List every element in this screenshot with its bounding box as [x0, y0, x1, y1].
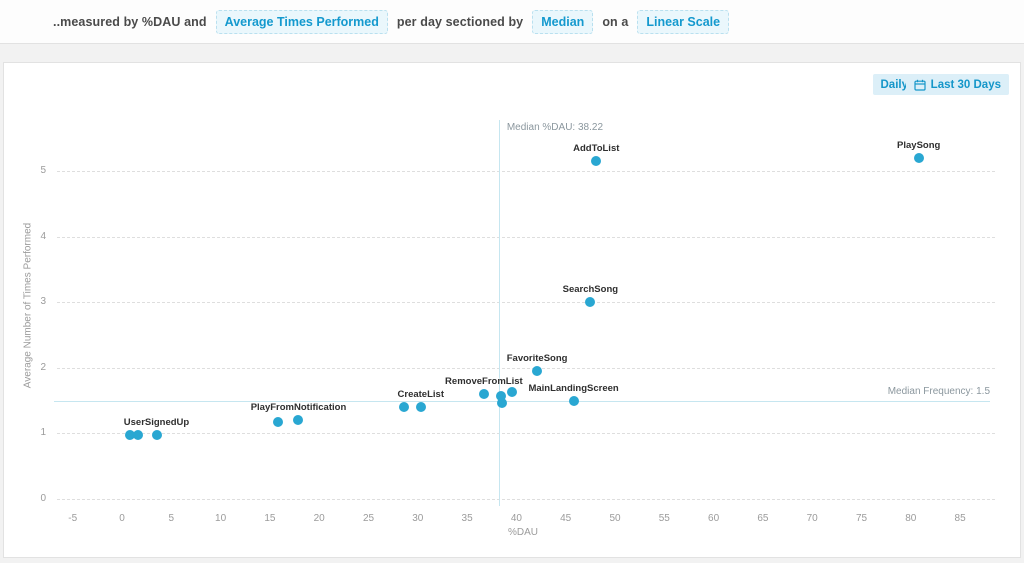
data-point-label-FavoriteSong[interactable]: FavoriteSong [506, 353, 568, 365]
x-tick-label: 60 [708, 513, 720, 524]
x-tick-label: 80 [905, 513, 917, 524]
data-point-CreateList[interactable] [398, 402, 409, 413]
x-tick-label: -5 [68, 513, 78, 524]
y-tick-label: 3 [40, 296, 46, 308]
interval-daily-label: Daily [880, 78, 909, 91]
y-tick-label: 4 [40, 230, 46, 242]
metric-selector-pill[interactable]: Average Times Performed [215, 9, 388, 34]
query-sectioned-text: per day sectioned by [396, 14, 524, 29]
x-tick-label: 40 [510, 513, 522, 524]
date-range-button[interactable]: Last 30 Days [905, 74, 1009, 95]
median-y-line [54, 400, 990, 402]
x-tick-label: 0 [119, 513, 125, 524]
gridline-y-4 [57, 236, 995, 238]
x-tick-label: 15 [264, 513, 276, 524]
median-y-label: Median Frequency: 1.5 [887, 385, 990, 397]
query-on-a-text: on a [602, 14, 629, 29]
data-point-RemoveFromList[interactable] [495, 391, 506, 401]
data-point-PlayFromNotification[interactable] [293, 415, 304, 426]
query-prefix-text: ..measured by %DAU and [53, 14, 207, 29]
data-point-FavoriteSong[interactable] [532, 366, 543, 377]
y-tick-label: 2 [40, 361, 46, 373]
y-axis-title: Average Number of Times Performed [22, 222, 34, 389]
data-point-SearchSong[interactable] [585, 297, 596, 308]
data-point-label-MainLandingScreen[interactable]: MainLandingScreen [528, 382, 619, 394]
x-tick-label: 85 [954, 513, 966, 524]
data-point-PlaySong[interactable] [913, 152, 924, 163]
x-tick-label: 5 [168, 513, 175, 524]
y-tick-label: 0 [40, 493, 46, 504]
x-tick-label: 25 [362, 513, 375, 524]
chart-card [3, 62, 1021, 558]
x-tick-label: 75 [855, 513, 868, 524]
interval-daily-button[interactable]: Daily [872, 74, 916, 95]
data-point-label-UserSignedUp[interactable]: UserSignedUp [123, 416, 190, 428]
data-point-CreateList[interactable] [415, 402, 426, 413]
y-tick-label: 5 [40, 165, 46, 176]
data-point-MainLandingScreen[interactable] [568, 395, 579, 406]
data-point-AddToList[interactable] [591, 156, 602, 167]
data-point-RemoveFromList[interactable] [507, 387, 518, 398]
scale-selector-pill[interactable]: Linear Scale [637, 9, 730, 34]
calendar-icon [914, 79, 926, 91]
x-tick-label: 35 [461, 513, 473, 524]
data-point-UserSignedUp[interactable] [132, 429, 143, 440]
data-point-label-CreateList[interactable]: CreateList [397, 389, 444, 401]
median-x-line [498, 120, 500, 506]
x-tick-label: 65 [757, 513, 769, 524]
data-point-label-PlaySong[interactable]: PlaySong [897, 139, 941, 151]
data-point-UserSignedUp[interactable] [151, 429, 162, 440]
gridline-y-3 [57, 302, 995, 304]
y-tick-label: 1 [40, 427, 46, 439]
data-point-label-AddToList[interactable]: AddToList [573, 143, 620, 155]
data-point-UserSignedUp[interactable] [124, 429, 135, 440]
section-selector-pill[interactable]: Median [532, 9, 594, 34]
gridline-y-1 [57, 433, 995, 435]
x-tick-label: 55 [658, 513, 670, 524]
x-tick-label: 50 [609, 513, 621, 524]
data-point-label-RemoveFromList[interactable]: RemoveFromList [445, 376, 523, 388]
data-point-RemoveFromList[interactable] [496, 398, 507, 409]
gridline-y-5 [57, 171, 995, 172]
median-x-label: Median %DAU: 38.22 [506, 122, 604, 133]
data-point-PlayFromNotification[interactable] [272, 417, 283, 428]
data-point-label-SearchSong[interactable]: SearchSong [562, 284, 619, 296]
date-range-label: Last 30 Days [930, 78, 1001, 91]
gridline-y-0 [57, 499, 995, 500]
x-tick-label: 10 [215, 513, 227, 524]
x-tick-label: 70 [806, 513, 818, 524]
x-tick-label: 45 [560, 513, 572, 524]
data-point-label-PlayFromNotification[interactable]: PlayFromNotification [250, 402, 347, 414]
query-header: ..measured by %DAU and Average Times Per… [0, 0, 1024, 44]
data-point-RemoveFromList[interactable] [478, 389, 489, 400]
x-axis-title: %DAU [507, 527, 538, 538]
gridline-y-2 [57, 367, 995, 369]
x-tick-label: 20 [313, 513, 325, 524]
x-tick-label: 30 [412, 513, 424, 524]
